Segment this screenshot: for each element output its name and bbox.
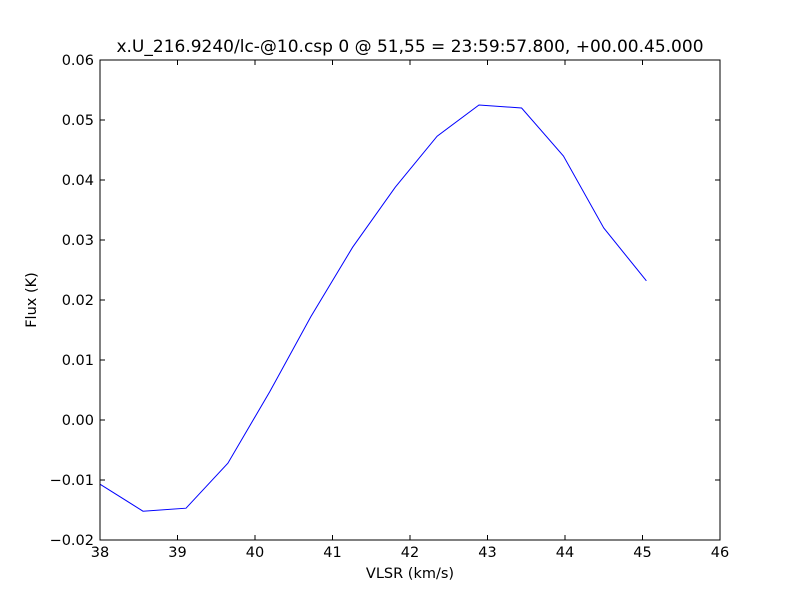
x-tick-label: 41 xyxy=(323,545,341,561)
x-tick-label: 42 xyxy=(401,545,419,561)
y-tick-label: −0.01 xyxy=(50,473,94,489)
y-tick-label: −0.02 xyxy=(50,533,94,549)
y-tick-label: 0.00 xyxy=(62,413,94,429)
x-axis-label: VLSR (km/s) xyxy=(366,566,454,582)
y-tick-label: 0.03 xyxy=(62,233,94,249)
x-tick-label: 39 xyxy=(168,545,186,561)
plot-frame xyxy=(99,59,721,541)
x-tick-label: 38 xyxy=(91,545,109,561)
x-tick-label: 43 xyxy=(478,545,496,561)
x-tick-label: 40 xyxy=(246,545,264,561)
y-tick-label: 0.06 xyxy=(62,53,94,69)
x-tick-label: 46 xyxy=(711,545,729,561)
data-line xyxy=(99,104,647,512)
y-tick-label: 0.02 xyxy=(62,293,94,309)
y-axis-label: Flux (K) xyxy=(24,272,40,328)
chart-title: x.U_216.9240/lc-@10.csp 0 @ 51,55 = 23:5… xyxy=(116,37,703,57)
y-tick-label: 0.05 xyxy=(62,113,94,129)
x-tick-label: 44 xyxy=(556,545,574,561)
x-tick-label: 45 xyxy=(633,545,651,561)
y-tick-label: 0.01 xyxy=(62,353,94,369)
y-tick-label: 0.04 xyxy=(62,173,94,189)
